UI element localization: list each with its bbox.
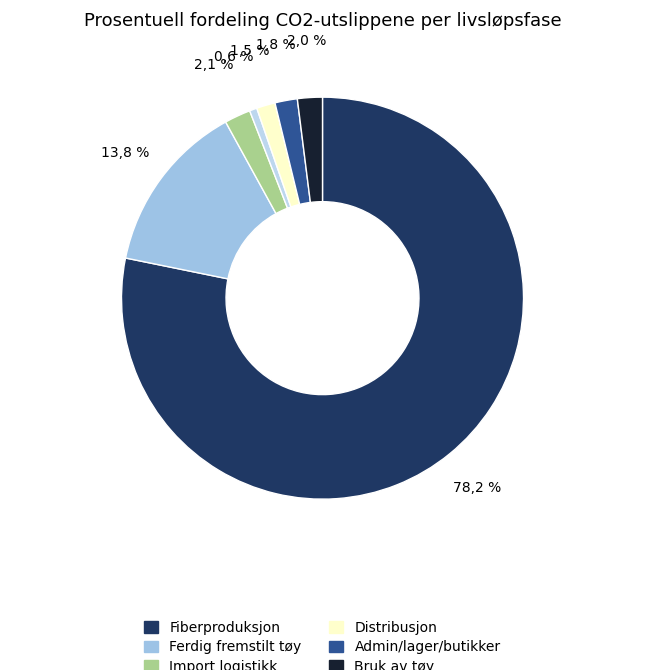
Wedge shape bbox=[275, 98, 310, 204]
Text: 2,0 %: 2,0 % bbox=[286, 34, 326, 48]
Text: 78,2 %: 78,2 % bbox=[453, 481, 502, 495]
Text: 0,6 %: 0,6 % bbox=[214, 50, 253, 64]
Wedge shape bbox=[121, 97, 524, 499]
Text: 1,8 %: 1,8 % bbox=[256, 38, 295, 52]
Text: 1,5 %: 1,5 % bbox=[230, 44, 270, 58]
Title: Prosentuell fordeling CO2-utslippene per livsløpsfase: Prosentuell fordeling CO2-utslippene per… bbox=[84, 12, 561, 30]
Legend: Fiberproduksjon, Ferdig fremstilt tøy, Import logistikk, Emballasje, Distribusjo: Fiberproduksjon, Ferdig fremstilt tøy, I… bbox=[144, 620, 501, 670]
Text: 2,1 %: 2,1 % bbox=[194, 58, 233, 72]
Wedge shape bbox=[297, 97, 322, 202]
Wedge shape bbox=[226, 111, 288, 214]
Wedge shape bbox=[257, 103, 300, 207]
Wedge shape bbox=[250, 108, 291, 208]
Wedge shape bbox=[126, 122, 276, 279]
Text: 13,8 %: 13,8 % bbox=[101, 146, 149, 159]
